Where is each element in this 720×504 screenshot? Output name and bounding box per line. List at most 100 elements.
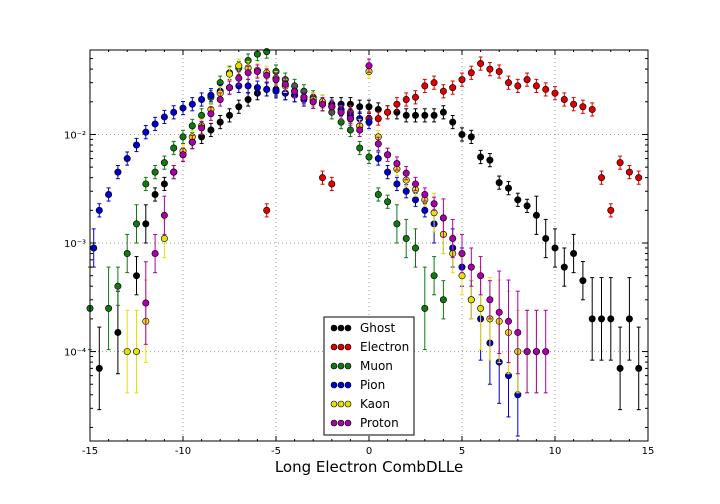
data-point bbox=[133, 272, 141, 280]
data-point bbox=[253, 68, 261, 76]
data-point bbox=[467, 263, 475, 271]
data-point bbox=[411, 244, 419, 252]
data-point bbox=[235, 103, 243, 111]
data-point bbox=[597, 315, 605, 323]
x-tick-label: -15 bbox=[82, 446, 98, 457]
data-point bbox=[151, 190, 159, 198]
legend-marker bbox=[344, 381, 352, 389]
data-point bbox=[207, 91, 215, 99]
data-point bbox=[449, 235, 457, 243]
data-point bbox=[551, 244, 559, 252]
data-point bbox=[588, 105, 596, 113]
data-point bbox=[421, 190, 429, 198]
data-point bbox=[560, 95, 568, 103]
data-point bbox=[160, 211, 168, 219]
axis-ticks: -15 -10 -5 0 5 10 15 10⁻⁴ 10⁻³ 10⁻² bbox=[64, 49, 654, 457]
legend-label: Proton bbox=[360, 416, 399, 430]
data-point bbox=[514, 196, 522, 204]
data-point bbox=[291, 87, 299, 95]
data-point bbox=[188, 138, 196, 146]
data-point bbox=[635, 364, 643, 372]
data-point bbox=[393, 220, 401, 228]
legend-marker bbox=[330, 381, 338, 389]
legend-marker bbox=[337, 343, 345, 351]
legend-marker bbox=[337, 400, 345, 408]
data-point bbox=[160, 180, 168, 188]
y-tick-label: 10⁻⁴ bbox=[64, 348, 86, 359]
data-point bbox=[458, 76, 466, 84]
data-point bbox=[411, 196, 419, 204]
data-point bbox=[263, 71, 271, 79]
data-point bbox=[281, 80, 289, 88]
data-point bbox=[328, 103, 336, 111]
data-point bbox=[607, 206, 615, 214]
data-point bbox=[309, 98, 317, 106]
data-point bbox=[449, 118, 457, 126]
data-point bbox=[374, 155, 382, 163]
data-point bbox=[114, 282, 122, 290]
data-point bbox=[430, 272, 438, 280]
data-point bbox=[198, 124, 206, 132]
data-point bbox=[402, 111, 410, 119]
data-point bbox=[207, 126, 215, 134]
data-point bbox=[198, 95, 206, 103]
data-point bbox=[523, 76, 531, 84]
legend-marker bbox=[337, 362, 345, 370]
y-tick-label: 10⁻³ bbox=[64, 239, 86, 250]
data-point bbox=[495, 308, 503, 316]
x-tick-label: -5 bbox=[271, 446, 281, 457]
data-point bbox=[235, 62, 243, 70]
data-point bbox=[495, 68, 503, 76]
data-point bbox=[579, 103, 587, 111]
data-point bbox=[235, 74, 243, 82]
data-point bbox=[616, 364, 624, 372]
data-point bbox=[477, 272, 485, 280]
data-point bbox=[160, 113, 168, 121]
data-point bbox=[486, 296, 494, 304]
data-point bbox=[430, 200, 438, 208]
data-point bbox=[95, 364, 103, 372]
data-point bbox=[263, 206, 271, 214]
legend-marker bbox=[337, 419, 345, 427]
x-axis-title: Long Electron CombDLLe bbox=[275, 458, 463, 476]
data-point bbox=[244, 95, 252, 103]
legend-item: Pion bbox=[330, 378, 385, 392]
data-point bbox=[133, 220, 141, 228]
data-point bbox=[486, 65, 494, 73]
data-point bbox=[384, 168, 392, 176]
data-point bbox=[216, 95, 224, 103]
data-point bbox=[300, 93, 308, 101]
data-point bbox=[514, 82, 522, 90]
data-point bbox=[253, 84, 261, 92]
x-tick-label: 0 bbox=[366, 446, 372, 457]
data-point bbox=[635, 174, 643, 182]
legend-marker bbox=[330, 343, 338, 351]
data-point bbox=[346, 126, 354, 134]
data-point bbox=[384, 151, 392, 159]
x-tick-label: -10 bbox=[175, 446, 191, 457]
data-point bbox=[244, 82, 252, 90]
data-point bbox=[588, 315, 596, 323]
data-point bbox=[179, 151, 187, 159]
data-point bbox=[151, 168, 159, 176]
data-point bbox=[170, 144, 178, 152]
data-point bbox=[318, 174, 326, 182]
data-point bbox=[402, 169, 410, 177]
data-point bbox=[142, 180, 150, 188]
data-point bbox=[123, 250, 131, 258]
data-point bbox=[198, 111, 206, 119]
data-point bbox=[133, 141, 141, 149]
legend-marker bbox=[330, 419, 338, 427]
data-point bbox=[374, 190, 382, 198]
data-point bbox=[123, 348, 131, 356]
data-point bbox=[356, 103, 364, 111]
data-point bbox=[365, 103, 373, 111]
legend-item: Electron bbox=[330, 340, 409, 354]
data-point bbox=[542, 85, 550, 93]
data-point bbox=[160, 159, 168, 167]
data-point bbox=[570, 250, 578, 258]
data-point bbox=[263, 48, 271, 56]
legend-label: Electron bbox=[360, 340, 409, 354]
data-point bbox=[272, 76, 280, 84]
data-point bbox=[504, 317, 512, 325]
